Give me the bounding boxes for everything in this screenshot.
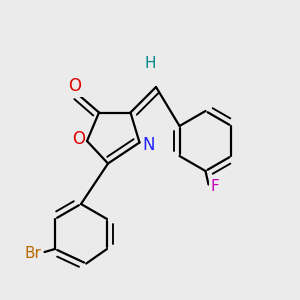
- Text: H: H: [144, 56, 156, 71]
- Text: O: O: [68, 77, 82, 95]
- Text: O: O: [72, 130, 85, 148]
- Text: N: N: [142, 136, 155, 154]
- Text: Br: Br: [25, 246, 42, 261]
- Text: F: F: [210, 179, 219, 194]
